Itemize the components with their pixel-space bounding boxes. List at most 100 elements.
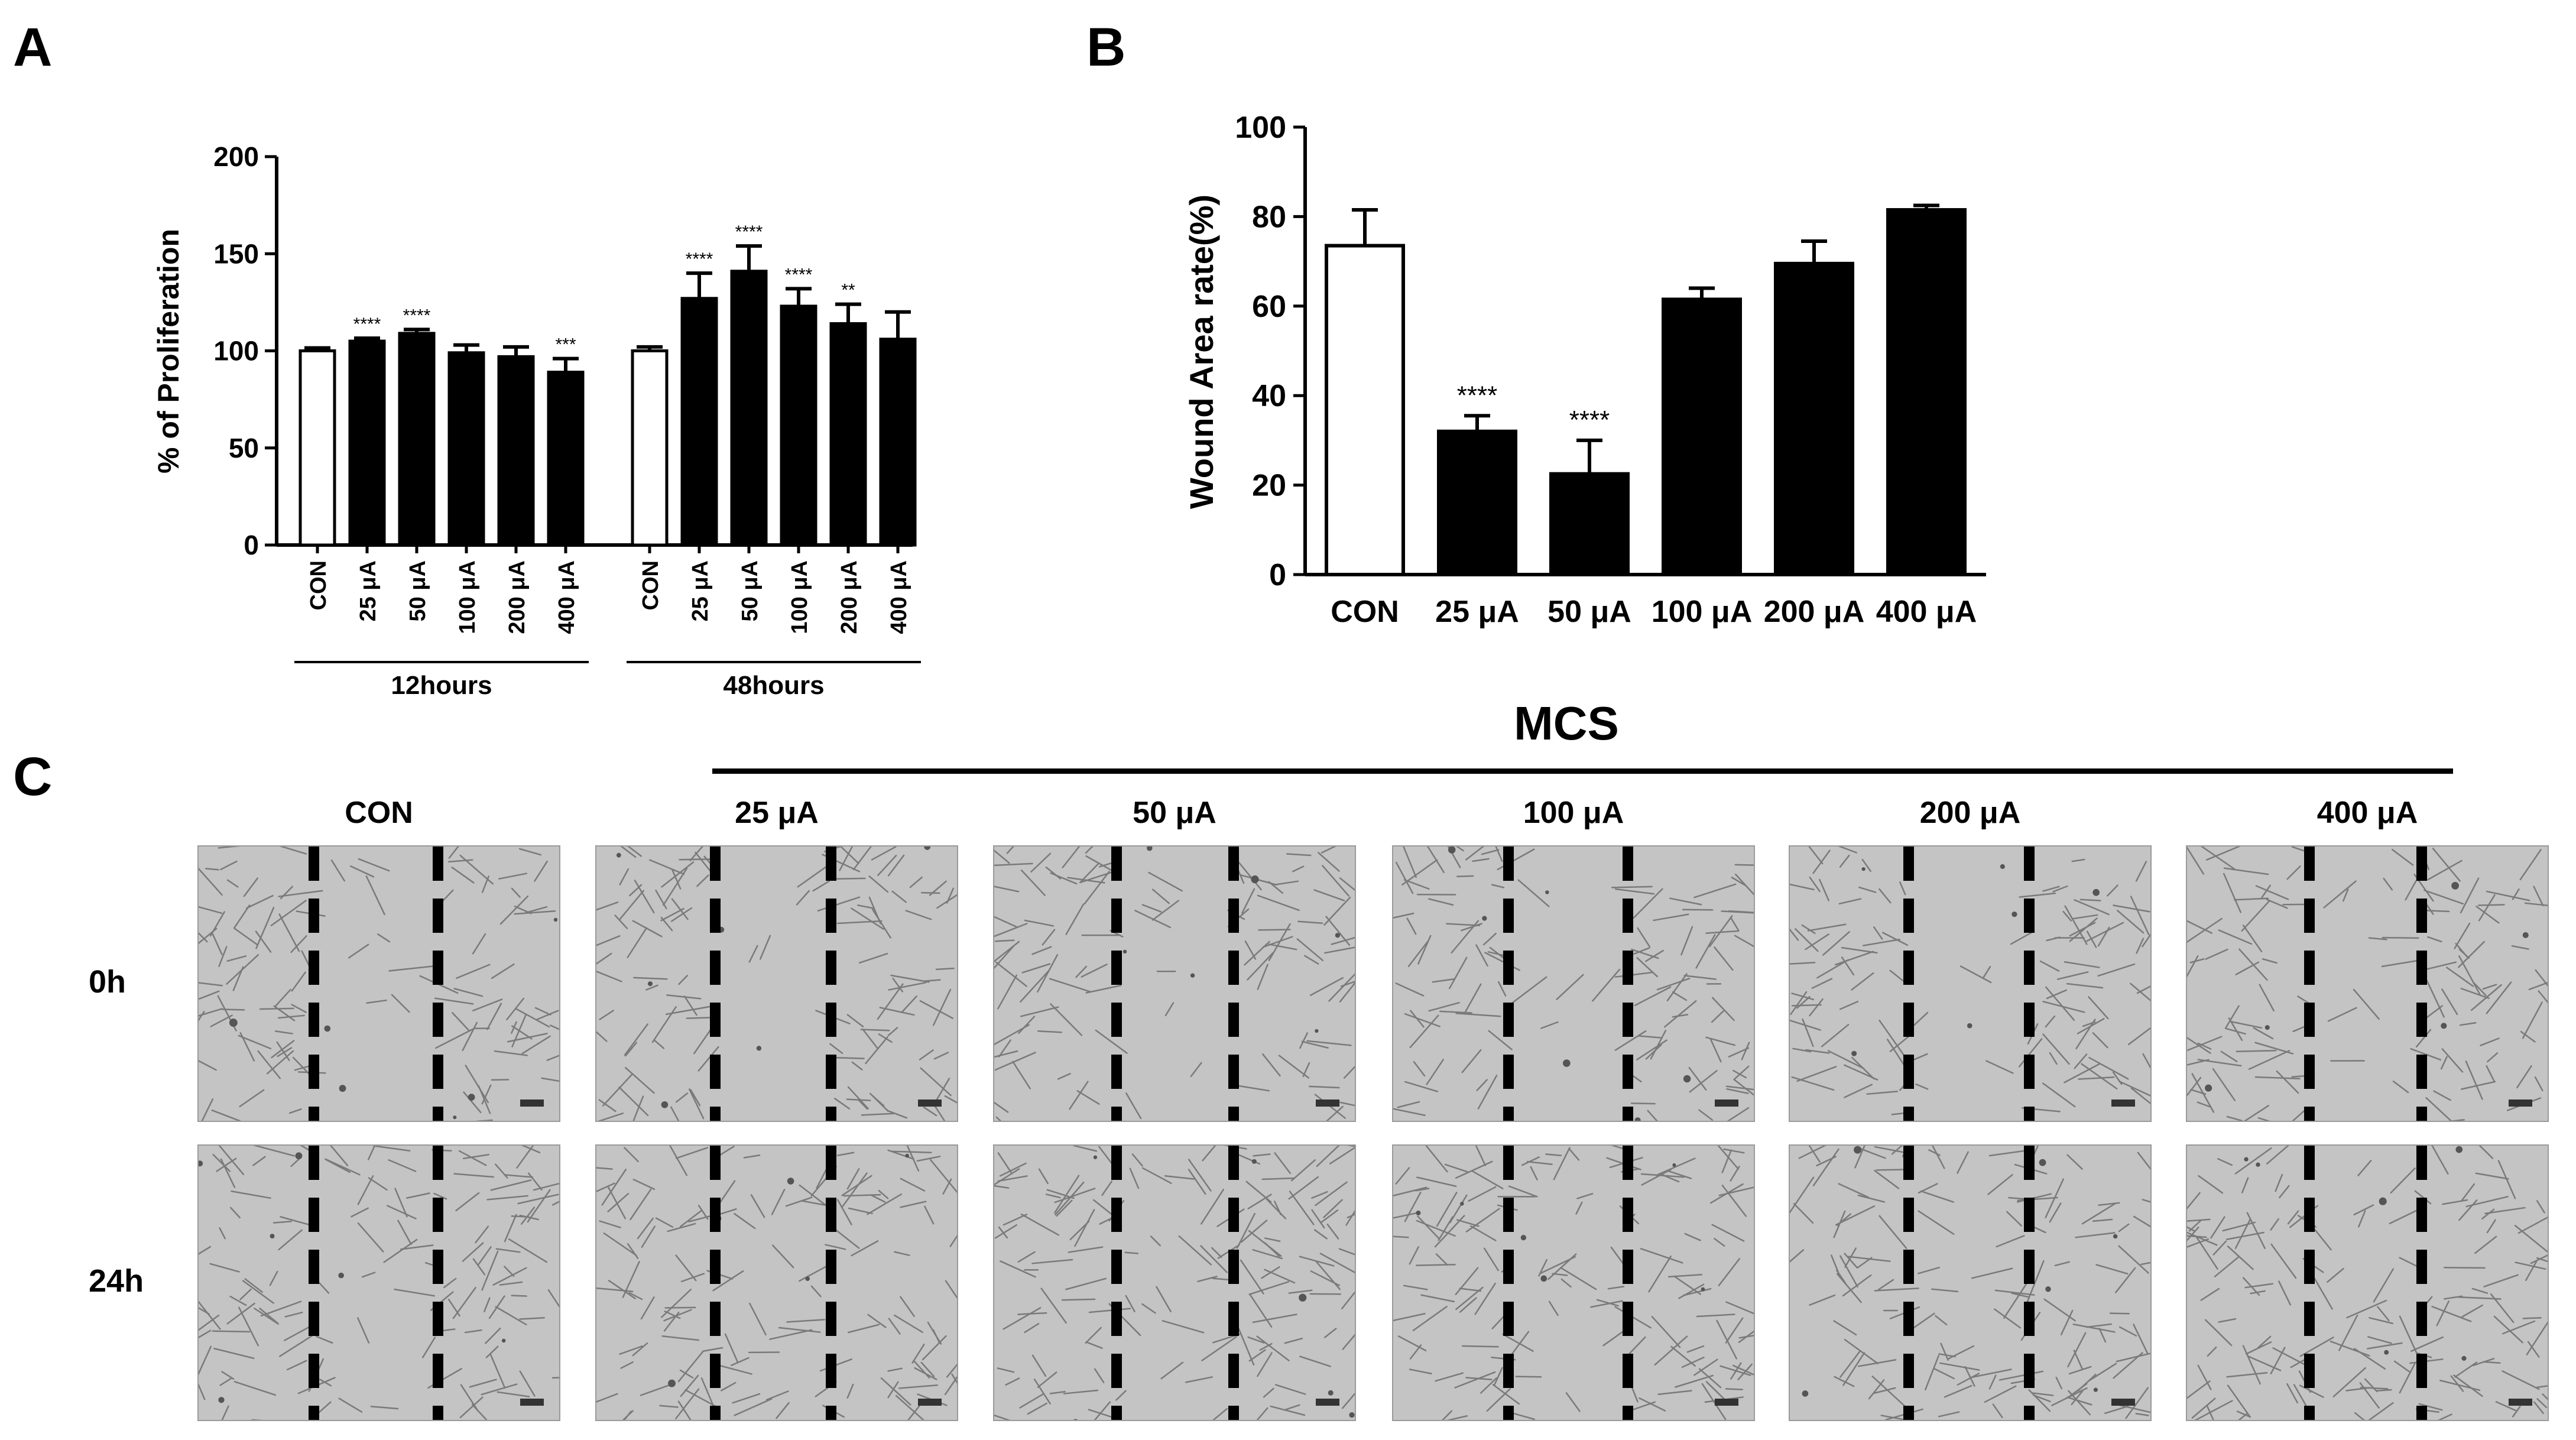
cell: [1792, 1047, 1812, 1053]
cell: [994, 939, 1015, 942]
cell: [270, 900, 307, 926]
cell: [1151, 888, 1170, 904]
cell: [645, 984, 658, 991]
cell: [1465, 1208, 1500, 1233]
cell: [1842, 1352, 1866, 1386]
cell: [453, 1173, 494, 1178]
cell: [1733, 1069, 1747, 1079]
cell: [1261, 1266, 1280, 1279]
cell: [2067, 1332, 2087, 1368]
cell: [1714, 1238, 1725, 1247]
cell: [2542, 1393, 2548, 1400]
cell: [1630, 1102, 1656, 1105]
cell: [857, 1098, 868, 1110]
chart-a-bar: [631, 349, 669, 547]
cell: [348, 943, 369, 959]
cell: [1454, 1371, 1496, 1389]
cell: [1637, 927, 1651, 948]
cell: [679, 1369, 694, 1379]
cell: [1065, 1277, 1107, 1290]
cell: [2368, 1402, 2394, 1420]
cell: [2270, 1347, 2286, 1374]
cell: [2086, 922, 2124, 942]
cell: [443, 1277, 457, 1289]
cell: [491, 963, 515, 980]
cell: [997, 1367, 1015, 1373]
cell: [1270, 1405, 1306, 1416]
cell: [1508, 1185, 1538, 1198]
cell: [1695, 933, 1716, 969]
cell: [693, 1029, 712, 1055]
debris: [2205, 1084, 2212, 1092]
cell: [1851, 972, 1874, 991]
debris: [1251, 875, 1259, 884]
chart-a-xtick-label: 25 μA: [688, 560, 713, 622]
cell: [2118, 1223, 2130, 1233]
cell: [1054, 1175, 1080, 1214]
cell: [199, 990, 220, 1000]
debris: [2012, 911, 2017, 917]
cell: [288, 1108, 302, 1114]
chart-b-xtick-label: 25 μA: [1435, 595, 1519, 629]
cell: [1262, 1053, 1281, 1077]
cell: [434, 997, 474, 1005]
cell: [1240, 1259, 1264, 1295]
cell: [1839, 1350, 1861, 1378]
cell: [2410, 1336, 2444, 1352]
cell: [2109, 1312, 2130, 1315]
cell: [994, 1414, 1011, 1420]
cell: [2533, 1401, 2544, 1415]
cell: [851, 1061, 863, 1071]
chart-a-bar: [879, 338, 917, 547]
cell: [459, 1396, 484, 1419]
cell: [2357, 1160, 2372, 1176]
micrograph-tile: [993, 845, 1356, 1122]
cell: [624, 1023, 648, 1056]
cell: [1639, 1397, 1666, 1412]
cell: [1412, 1305, 1448, 1331]
cell: [1342, 1334, 1355, 1350]
cell: [994, 1052, 1036, 1071]
cell: [596, 970, 622, 982]
cell: [2104, 1405, 2129, 1415]
cell: [596, 952, 612, 965]
cell: [218, 1146, 245, 1175]
cell: [1808, 847, 1824, 865]
cell: [2472, 1358, 2495, 1367]
cell: [220, 860, 238, 871]
cell: [1734, 1065, 1750, 1080]
cell: [994, 946, 1014, 969]
chart-a-bar: [680, 297, 718, 547]
cell: [2071, 858, 2085, 862]
cell: [887, 854, 905, 877]
cell: [1947, 1345, 1975, 1360]
cell: [2244, 1283, 2274, 1289]
cell: [2389, 1210, 2417, 1225]
cell: [1731, 877, 1747, 887]
cell: [2226, 1231, 2264, 1240]
cell: [2118, 1404, 2150, 1413]
cell: [2245, 1341, 2272, 1355]
cell: [836, 1199, 852, 1225]
cell: [997, 974, 1018, 1010]
cell: [549, 1024, 559, 1030]
cell: [1148, 871, 1183, 892]
cell: [1000, 1260, 1036, 1278]
cell: [1552, 1273, 1568, 1276]
cell: [319, 1379, 332, 1387]
cell: [750, 1194, 765, 1218]
cell: [2446, 967, 2474, 987]
cell: [2353, 988, 2380, 1020]
cell: [852, 847, 872, 871]
cell: [1596, 1299, 1619, 1307]
cell: [1666, 1169, 1692, 1179]
cell: [495, 1248, 521, 1253]
cell: [1545, 1153, 1562, 1156]
chart-b-bar: [1774, 261, 1854, 576]
cell: [697, 1205, 709, 1220]
cell: [1185, 1376, 1214, 1383]
cell: [913, 1360, 930, 1379]
cell: [629, 884, 643, 897]
cell: [945, 1280, 957, 1299]
cell: [1614, 1030, 1647, 1051]
